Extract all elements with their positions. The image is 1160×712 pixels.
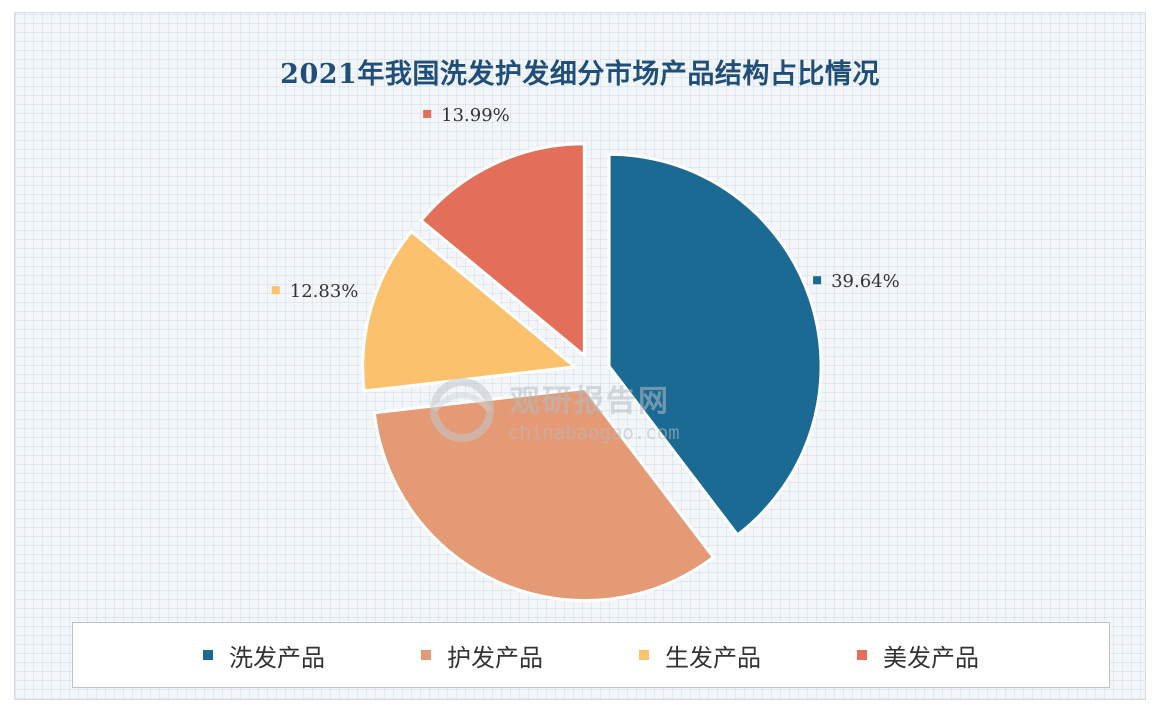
data-label-text-0: 39.64% [831, 271, 900, 292]
data-label-2: 12.83% [271, 281, 359, 302]
chart-title: 2021年我国洗发护发细分市场产品结构占比情况 [280, 59, 880, 90]
legend-label-3: 美发产品 [883, 643, 979, 672]
data-label-text-2: 12.83% [290, 281, 359, 302]
data-label-marker-3 [423, 109, 432, 118]
chart-frame [14, 12, 1146, 700]
legend-item-1: 护发产品 [421, 638, 543, 673]
data-label-3: 13.99% [423, 105, 510, 126]
legend-item-0: 洗发产品 [203, 638, 325, 673]
legend-swatch-1 [421, 650, 431, 660]
legend-item-2: 生发产品 [639, 638, 761, 673]
legend-item-3: 美发产品 [857, 638, 979, 673]
pie-slice-3 [419, 142, 586, 358]
legend-swatch-3 [857, 650, 867, 660]
legend-label-0: 洗发产品 [229, 643, 325, 672]
pie-slice-0 [607, 152, 823, 537]
data-label-marker-0 [813, 276, 822, 285]
legend-label-2: 生发产品 [665, 643, 761, 672]
data-label-marker-2 [271, 286, 280, 295]
pie-slice-2 [361, 230, 577, 393]
data-label-0: 39.64% [813, 271, 900, 292]
legend-label-1: 护发产品 [447, 643, 543, 672]
data-label-text-3: 13.99% [441, 105, 510, 126]
legend: 洗发产品 护发产品 生发产品 美发产品 [72, 622, 1110, 688]
legend-swatch-2 [639, 650, 649, 660]
legend-swatch-0 [203, 650, 213, 660]
